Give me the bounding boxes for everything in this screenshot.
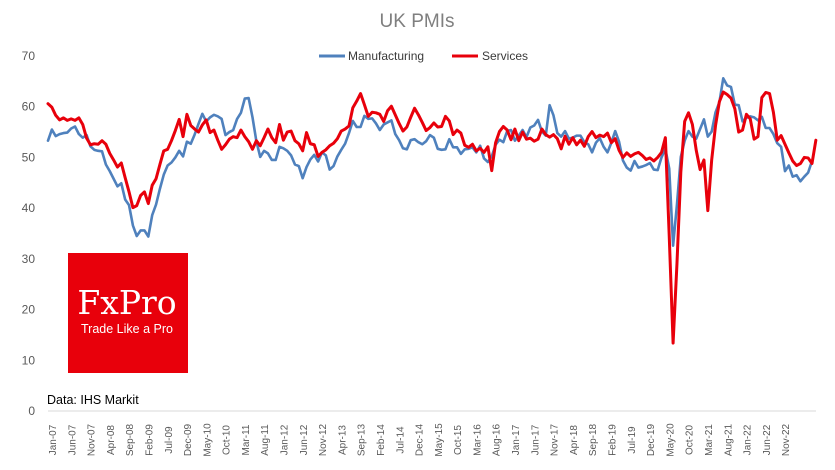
x-tick-label: May-20 [665, 423, 676, 457]
x-tick-label: Jun-22 [762, 424, 773, 455]
legend-label-services: Services [482, 49, 528, 63]
y-axis: 0 10 20 30 40 50 60 70 [22, 49, 816, 418]
x-tick-label: Jul-09 [164, 426, 175, 454]
y-tick-label: 50 [22, 150, 36, 164]
logo-background [68, 253, 188, 373]
x-tick-label: Jan-17 [511, 424, 522, 455]
x-tick-label: Jun-12 [299, 424, 310, 455]
x-tick-label: May-10 [202, 423, 213, 457]
x-tick-label: Apr-18 [569, 425, 580, 455]
x-tick-label: Apr-13 [337, 425, 348, 455]
series-line-services [46, 90, 818, 345]
x-axis: Jan-07 Jun-07 Nov-07 Apr-08 Sep-08 Feb-09 Jul-… [48, 423, 792, 457]
x-tick-label: Jan-12 [280, 424, 291, 455]
x-tick-label: Oct-20 [685, 425, 696, 455]
data-source: Data: IHS Markit [47, 393, 139, 407]
x-tick-label: Sep-08 [125, 423, 136, 456]
x-tick-label: Feb-09 [144, 424, 155, 456]
x-tick-label: Aug-11 [260, 424, 271, 456]
x-tick-label: Nov-22 [781, 423, 792, 456]
legend-label-manufacturing: Manufacturing [348, 49, 424, 63]
logo-tagline: Trade Like a Pro [81, 322, 173, 336]
x-tick-label: Dec-09 [183, 423, 194, 456]
y-tick-label: 40 [22, 201, 36, 215]
y-tick-label: 60 [22, 100, 36, 114]
x-tick-label: Aug-16 [492, 423, 503, 456]
x-tick-label: Feb-14 [376, 424, 387, 456]
y-tick-label: 70 [22, 49, 36, 63]
x-tick-label: Nov-17 [550, 423, 561, 456]
legend: Manufacturing Services [319, 49, 528, 63]
chart-title: UK PMIs [380, 11, 455, 32]
y-tick-label: 20 [22, 303, 36, 317]
x-tick-label: Oct-15 [453, 425, 464, 455]
x-tick-label: Mar-11 [241, 424, 252, 455]
x-tick-label: Sep-18 [588, 423, 599, 456]
x-tick-label: May-15 [434, 423, 445, 457]
x-tick-label: Jun-17 [530, 424, 541, 455]
fxpro-logo: FxPro Trade Like a Pro [68, 253, 188, 373]
x-tick-label: Aug-21 [723, 423, 734, 456]
x-tick-label: Feb-19 [607, 424, 618, 456]
x-tick-label: Jul-14 [395, 426, 406, 454]
y-tick-label: 10 [22, 353, 36, 367]
series-lines [46, 77, 818, 345]
x-tick-label: Dec-14 [415, 423, 426, 456]
x-tick-label: Nov-07 [87, 423, 98, 456]
y-tick-label: 0 [28, 404, 35, 418]
x-tick-label: Jun-07 [67, 424, 78, 455]
x-tick-label: Jan-22 [743, 424, 754, 455]
logo-brand: FxPro [77, 283, 176, 322]
y-tick-label: 30 [22, 252, 36, 266]
x-tick-label: Jan-07 [48, 424, 59, 455]
x-tick-label: Mar-16 [472, 424, 483, 456]
x-tick-label: Apr-08 [106, 425, 117, 455]
x-tick-label: Oct-10 [222, 425, 233, 455]
x-tick-label: Sep-13 [357, 423, 368, 456]
x-tick-label: Dec-19 [646, 423, 657, 456]
x-tick-label: Nov-12 [318, 423, 329, 456]
x-tick-label: Mar-21 [704, 424, 715, 456]
x-tick-label: Jul-19 [627, 426, 638, 454]
